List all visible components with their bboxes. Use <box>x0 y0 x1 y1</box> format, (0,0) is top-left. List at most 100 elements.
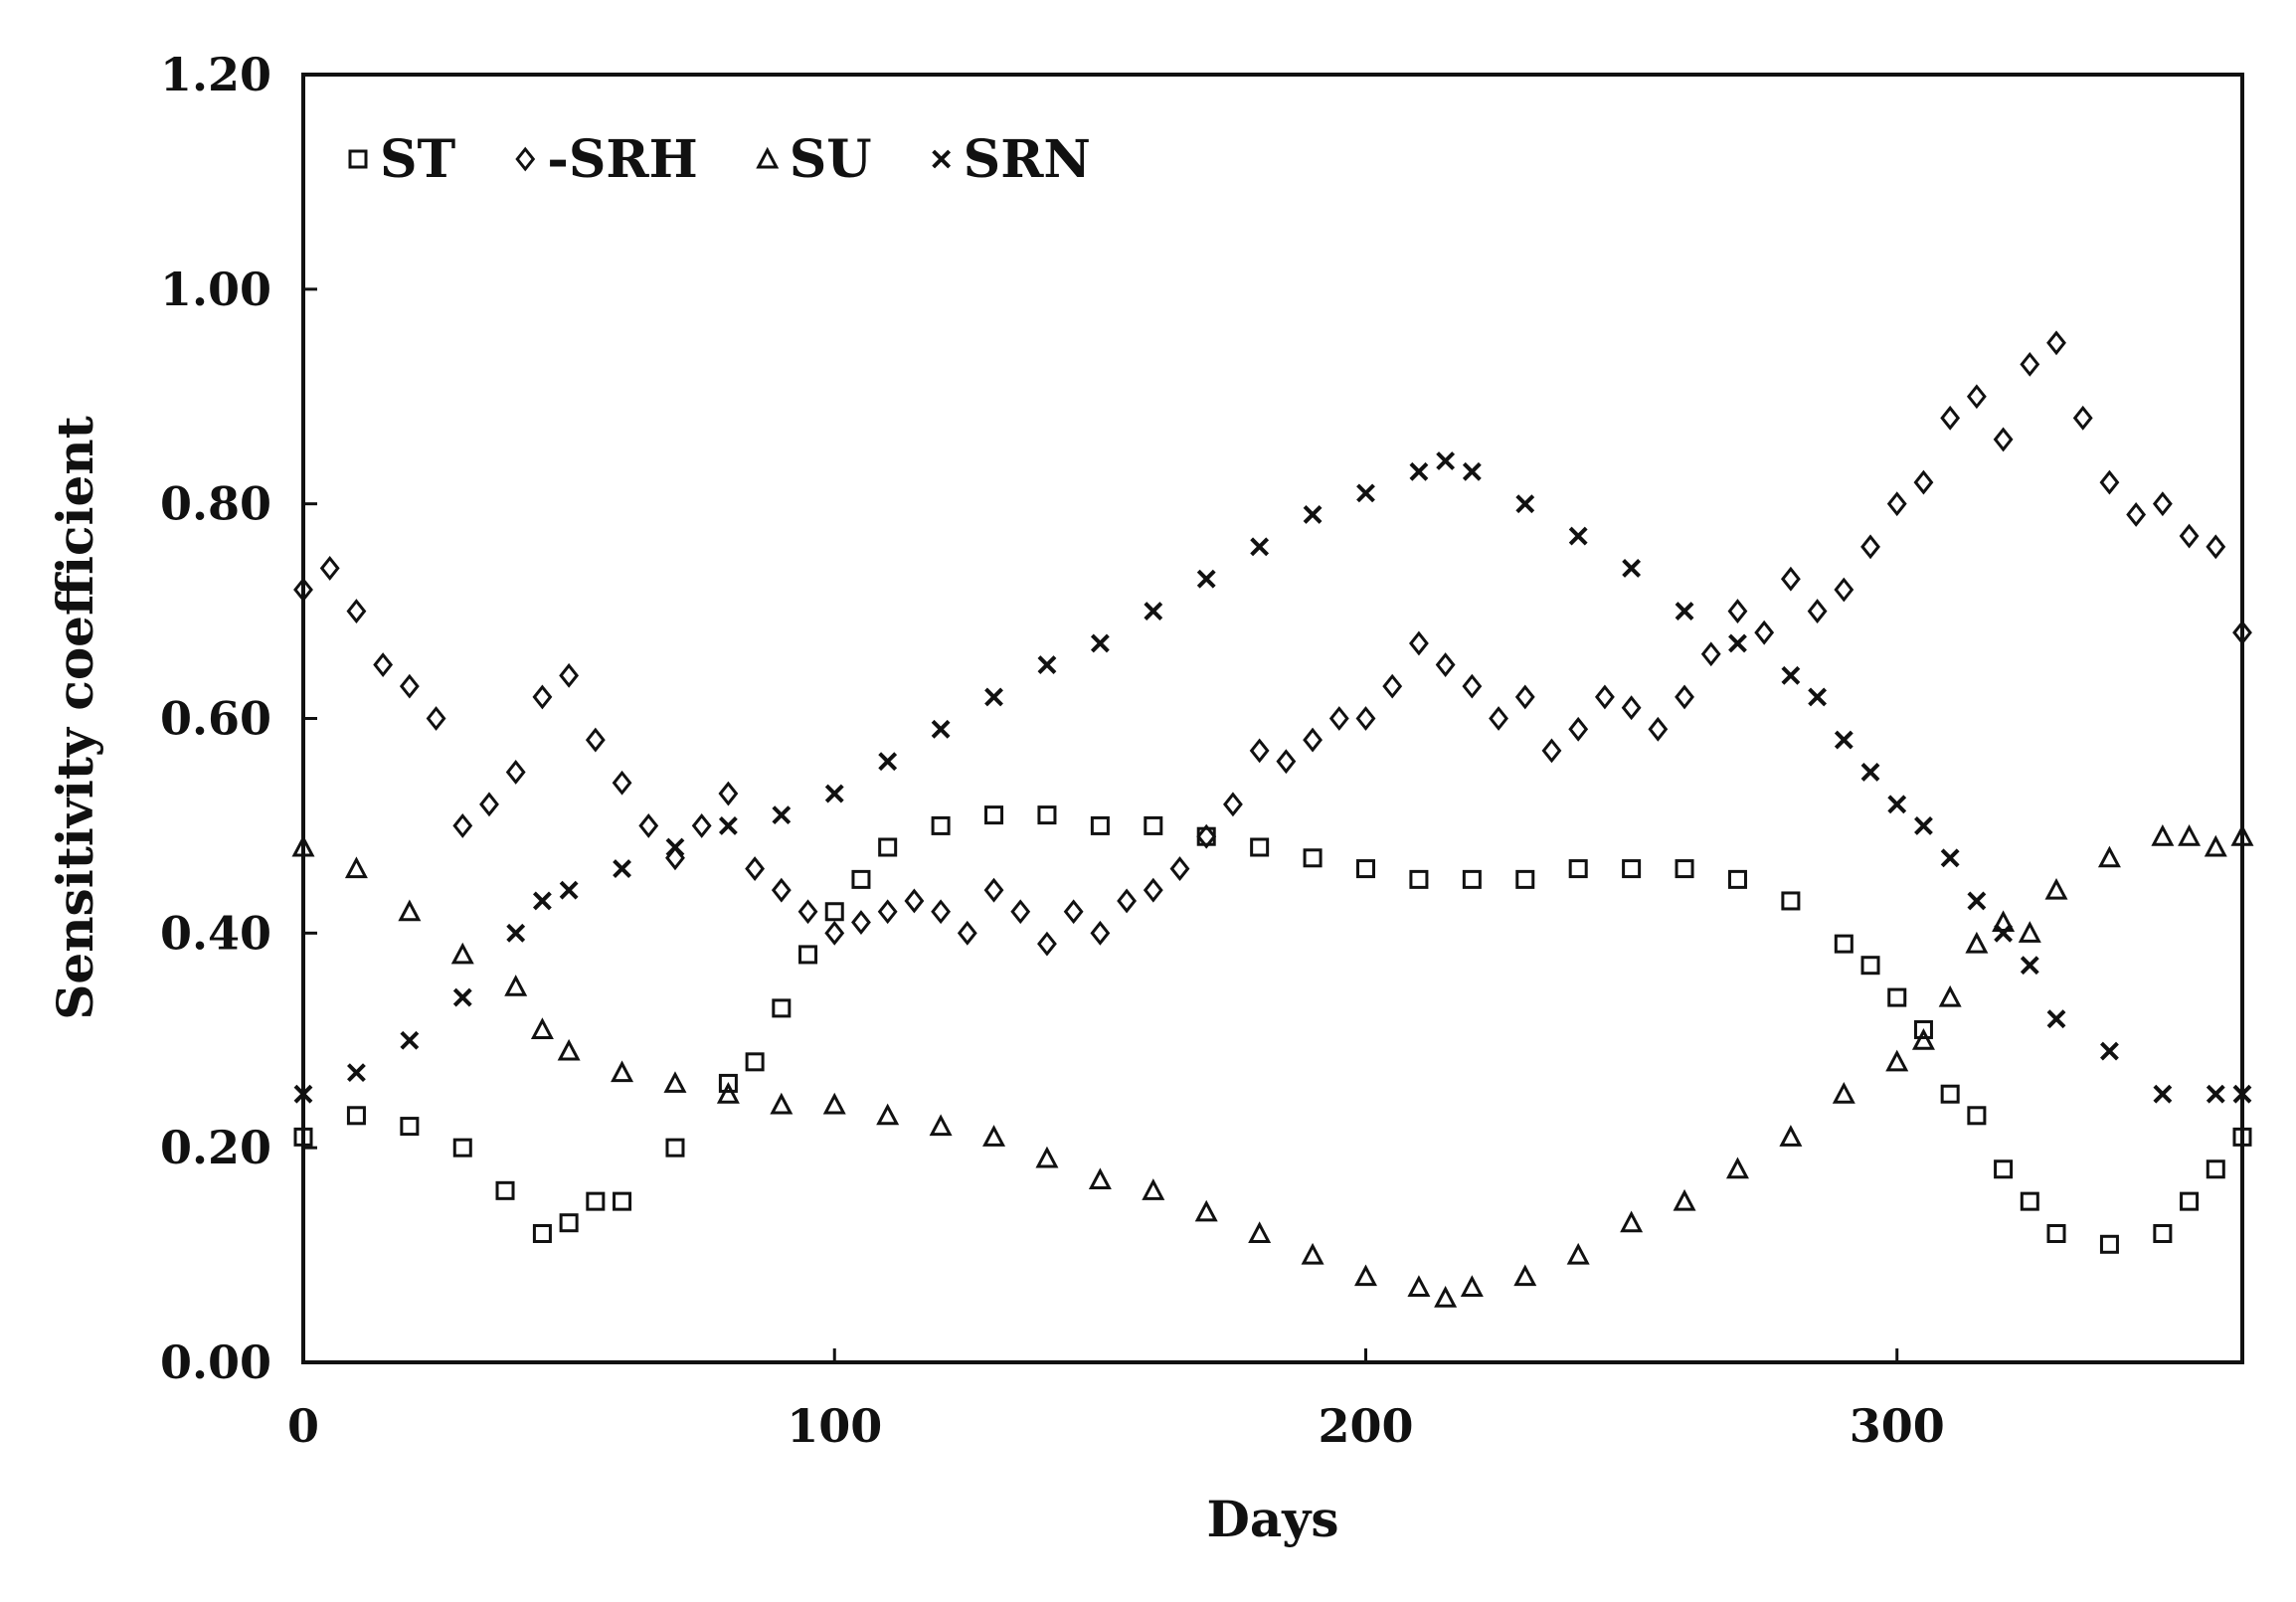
data-point <box>1966 384 1987 410</box>
data-point <box>452 1138 472 1157</box>
data-point <box>1407 1275 1431 1297</box>
data-point <box>665 1138 685 1157</box>
data-point <box>745 856 766 881</box>
x-tick-label: 0 <box>287 1399 319 1453</box>
data-point <box>798 945 818 965</box>
data-point <box>1725 1157 1749 1179</box>
series-st <box>293 805 2252 1254</box>
x-axis-title: Days <box>1207 1490 1339 1548</box>
data-point <box>2046 330 2066 356</box>
data-point <box>293 1127 313 1147</box>
data-point <box>291 834 315 857</box>
data-point <box>1356 483 1375 503</box>
data-point <box>1807 599 1828 623</box>
data-point <box>1860 956 1880 976</box>
data-point <box>1913 469 1934 495</box>
data-point <box>2020 956 2039 976</box>
data-point <box>399 673 420 699</box>
data-point <box>1673 1188 1696 1211</box>
data-point <box>1436 451 1456 470</box>
data-point <box>1834 934 1854 954</box>
data-point <box>1781 891 1801 911</box>
data-point <box>613 1191 632 1211</box>
data-point <box>2020 1191 2039 1211</box>
data-point <box>346 599 367 623</box>
data-point <box>1144 602 1163 621</box>
data-point <box>1568 859 1588 879</box>
data-point <box>1754 620 1775 645</box>
x-tick-label: 300 <box>1850 1399 1945 1453</box>
data-point <box>2151 824 2175 846</box>
data-point <box>1090 815 1110 835</box>
data-point <box>613 859 631 878</box>
data-point <box>1886 491 1907 517</box>
data-point <box>1911 1028 1935 1050</box>
data-point <box>1940 848 1960 868</box>
data-point <box>2153 1224 2173 1243</box>
data-point <box>1675 602 1694 621</box>
data-point <box>1513 1264 1537 1287</box>
legend-item: ST <box>348 129 456 190</box>
data-point <box>1860 534 1880 560</box>
y-tick-label: 0.80 <box>160 477 271 531</box>
data-point <box>2152 491 2173 517</box>
data-point <box>504 975 528 996</box>
data-point <box>2178 824 2202 846</box>
data-point <box>1885 1049 1909 1072</box>
data-point <box>1037 931 1057 957</box>
data-point <box>2099 1234 2119 1254</box>
data-point <box>1063 899 1084 925</box>
data-point <box>1781 665 1801 685</box>
data-point <box>982 1125 1006 1147</box>
data-point <box>2018 921 2041 943</box>
data-point <box>797 899 818 925</box>
data-point <box>851 910 871 935</box>
series-srh <box>293 330 2252 957</box>
data-point <box>2020 351 2040 377</box>
y-tick-label: 1.20 <box>160 48 271 101</box>
data-point <box>1409 869 1429 889</box>
legend-label: SU <box>790 129 872 190</box>
data-point <box>1622 559 1642 578</box>
data-point <box>1727 599 1748 623</box>
data-point <box>824 784 844 803</box>
data-point <box>1994 923 2014 943</box>
legend-item: SU <box>756 129 872 190</box>
data-series-layer <box>291 330 2254 1308</box>
data-point <box>1249 738 1270 764</box>
data-point <box>851 869 871 889</box>
data-point <box>2230 824 2254 846</box>
data-point <box>770 1092 794 1115</box>
data-point <box>1913 1019 1933 1039</box>
data-point <box>426 706 446 731</box>
data-point <box>585 727 606 753</box>
data-point <box>929 1114 953 1137</box>
legend-item: -SRH <box>515 129 698 190</box>
data-point <box>772 998 792 1018</box>
data-point <box>346 1106 366 1126</box>
data-point <box>1169 856 1190 881</box>
data-point <box>1328 706 1349 731</box>
data-point <box>1967 891 1987 911</box>
data-point <box>2153 1084 2173 1104</box>
data-point <box>1223 792 1243 817</box>
data-point <box>2206 534 2226 560</box>
data-point <box>878 752 898 772</box>
data-point <box>452 813 473 838</box>
data-point <box>2072 405 2093 431</box>
data-point <box>532 891 552 911</box>
data-point <box>2046 1009 2066 1029</box>
legend: ST -SRH SU SRN <box>348 129 1091 190</box>
data-point <box>293 577 313 603</box>
legend-marker <box>932 149 952 169</box>
data-point <box>716 1082 740 1104</box>
data-point <box>1303 727 1323 753</box>
data-point <box>1409 461 1429 481</box>
data-point <box>1010 899 1031 925</box>
data-point <box>1408 630 1429 656</box>
data-point <box>718 1073 738 1093</box>
data-point <box>984 805 1004 825</box>
data-point <box>745 1052 765 1072</box>
data-point <box>1303 505 1323 524</box>
